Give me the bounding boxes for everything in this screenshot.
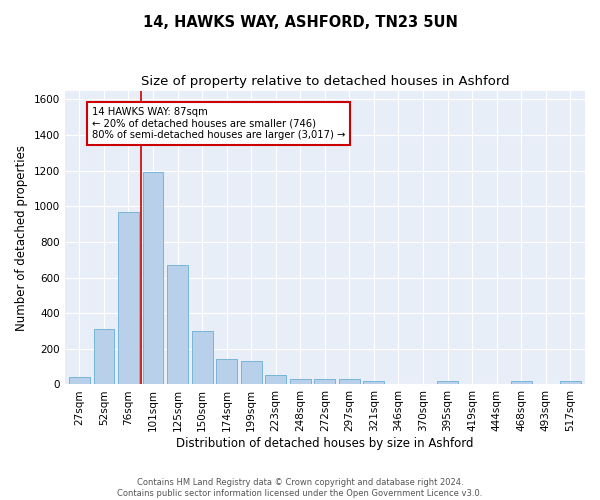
Bar (511, 381, 532, 384)
Bar (216, 358, 237, 384)
Text: 14, HAWKS WAY, ASHFORD, TN23 5UN: 14, HAWKS WAY, ASHFORD, TN23 5UN (143, 15, 457, 30)
Bar (560, 381, 581, 384)
Text: 14 HAWKS WAY: 87sqm
← 20% of detached houses are smaller (746)
80% of semi-detac: 14 HAWKS WAY: 87sqm ← 20% of detached ho… (92, 106, 345, 140)
Text: Contains HM Land Registry data © Crown copyright and database right 2024.
Contai: Contains HM Land Registry data © Crown c… (118, 478, 482, 498)
Bar (94, 329, 115, 384)
Bar (437, 381, 458, 384)
Bar (143, 172, 163, 384)
Bar (265, 374, 286, 384)
Bar (290, 379, 311, 384)
Bar (191, 331, 212, 384)
Bar (314, 379, 335, 384)
Bar (167, 265, 188, 384)
X-axis label: Distribution of detached houses by size in Ashford: Distribution of detached houses by size … (176, 437, 473, 450)
Title: Size of property relative to detached houses in Ashford: Size of property relative to detached ho… (140, 75, 509, 88)
Bar (69, 378, 90, 384)
Bar (339, 379, 360, 384)
Y-axis label: Number of detached properties: Number of detached properties (15, 144, 28, 330)
Bar (241, 362, 262, 384)
Bar (118, 212, 139, 384)
Bar (364, 381, 385, 384)
